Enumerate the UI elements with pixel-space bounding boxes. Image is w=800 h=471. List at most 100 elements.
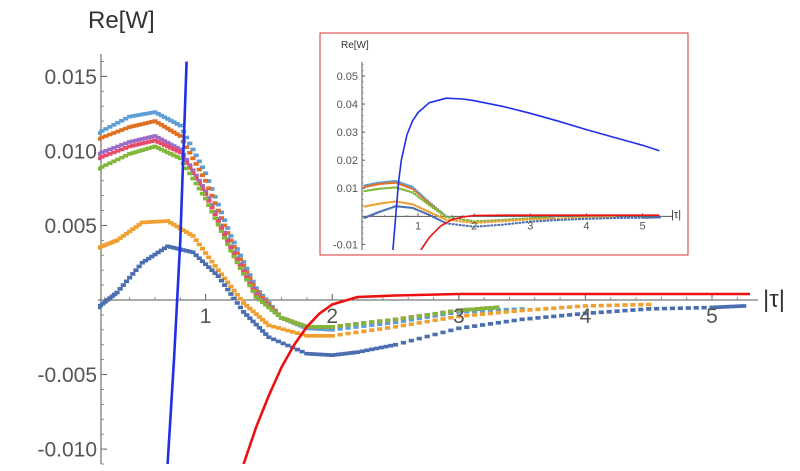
main-data-point xyxy=(209,209,215,214)
main-data-point xyxy=(484,306,490,311)
inset-data-point xyxy=(497,220,501,223)
main-data-point xyxy=(139,141,145,146)
inset-data-point xyxy=(571,216,574,219)
main-data-point xyxy=(218,223,225,228)
main-data-point xyxy=(310,333,316,338)
main-data-point xyxy=(228,284,234,289)
inset-data-point xyxy=(448,216,452,219)
inset-data-point xyxy=(373,182,377,185)
main-data-point xyxy=(247,281,253,286)
inset-data-point xyxy=(551,217,555,219)
inset-data-point xyxy=(365,184,368,187)
main-data-point xyxy=(146,140,152,144)
main-data-point xyxy=(165,144,171,149)
main-data-point xyxy=(234,260,240,265)
main-data-point xyxy=(149,120,155,124)
main-data-point xyxy=(253,286,259,290)
main-data-point xyxy=(177,150,183,155)
main-data-point xyxy=(313,327,319,331)
main-data-point xyxy=(155,146,161,150)
inset-data-point xyxy=(535,217,539,220)
inset-data-point xyxy=(423,200,427,203)
inset-data-point xyxy=(425,210,429,213)
main-data-point xyxy=(142,147,149,152)
main-data-point xyxy=(123,126,129,131)
main-data-point xyxy=(155,250,161,255)
main-data-point xyxy=(171,245,177,250)
inset-data-point xyxy=(413,204,417,207)
inset-data-point xyxy=(497,224,501,226)
main-data-point xyxy=(133,143,139,147)
inset-data-point xyxy=(392,180,395,183)
main-data-point xyxy=(127,229,133,234)
inset-data-point xyxy=(549,217,553,220)
main-data-point xyxy=(345,323,351,327)
main-data-point xyxy=(383,344,389,349)
main-data-point xyxy=(489,306,495,310)
main-data-point xyxy=(574,304,581,309)
inset-data-point xyxy=(394,179,398,182)
inset-data-point xyxy=(396,200,400,203)
main-data-point xyxy=(136,264,142,269)
main-data-point xyxy=(280,341,286,346)
main-data-point xyxy=(152,252,158,257)
main-data-point xyxy=(203,251,209,255)
main-data-point xyxy=(168,118,174,123)
inset-data-point xyxy=(476,220,480,223)
inset-data-point xyxy=(504,220,508,223)
inset-data-point xyxy=(472,220,476,223)
inset-data-point xyxy=(434,213,438,216)
main-data-point xyxy=(119,147,125,152)
main-data-point xyxy=(222,235,228,240)
inset-data-point xyxy=(425,200,429,203)
main-data-point xyxy=(206,255,212,260)
main-data-point xyxy=(320,333,326,338)
inset-y-tick-label: 0.02 xyxy=(337,155,358,167)
inset-x-tick-label: 3 xyxy=(527,220,533,232)
main-data-point xyxy=(361,329,367,334)
main-data-point xyxy=(301,323,307,328)
main-data-point xyxy=(139,122,145,126)
inset-data-point xyxy=(363,190,367,193)
main-series-line-8 xyxy=(242,292,750,464)
main-data-point xyxy=(98,166,101,171)
inset-data-point xyxy=(560,217,564,220)
main-data-point xyxy=(98,156,101,161)
main-data-point xyxy=(385,318,391,323)
main-data-point xyxy=(392,342,399,347)
main-data-point xyxy=(111,131,117,135)
inset-data-point xyxy=(479,221,483,224)
inset-data-point xyxy=(394,186,398,189)
main-data-point xyxy=(661,306,668,311)
main-data-point xyxy=(117,236,123,240)
main-data-point xyxy=(432,311,438,316)
inset-data-point xyxy=(442,221,446,224)
main-data-point xyxy=(171,147,177,152)
main-data-point xyxy=(316,333,323,338)
inset-data-point xyxy=(432,204,435,207)
inset-data-point xyxy=(368,214,372,217)
main-data-point xyxy=(103,134,109,138)
inset-data-point xyxy=(421,208,425,211)
main-data-point xyxy=(424,315,430,319)
inset-data-point xyxy=(370,184,374,187)
inset-data-point xyxy=(567,216,571,219)
inset-data-point xyxy=(368,189,372,192)
main-data-point xyxy=(142,112,149,116)
inset-data-point xyxy=(375,188,379,191)
inset-data-point xyxy=(413,193,417,196)
main-data-point xyxy=(99,150,105,155)
main-data-point xyxy=(240,301,247,305)
main-data-point xyxy=(136,149,142,153)
inset-data-point xyxy=(421,199,425,202)
main-data-point xyxy=(240,263,247,268)
inset-data-point xyxy=(525,221,529,224)
inset-data-point xyxy=(465,221,469,224)
inset-data-point xyxy=(419,195,423,198)
inset-data-point xyxy=(528,217,532,220)
inset-data-point xyxy=(417,206,421,209)
main-data-point xyxy=(149,220,155,224)
main-data-point xyxy=(212,216,218,221)
inset-data-point xyxy=(504,223,508,226)
inset-data-point xyxy=(419,207,423,210)
